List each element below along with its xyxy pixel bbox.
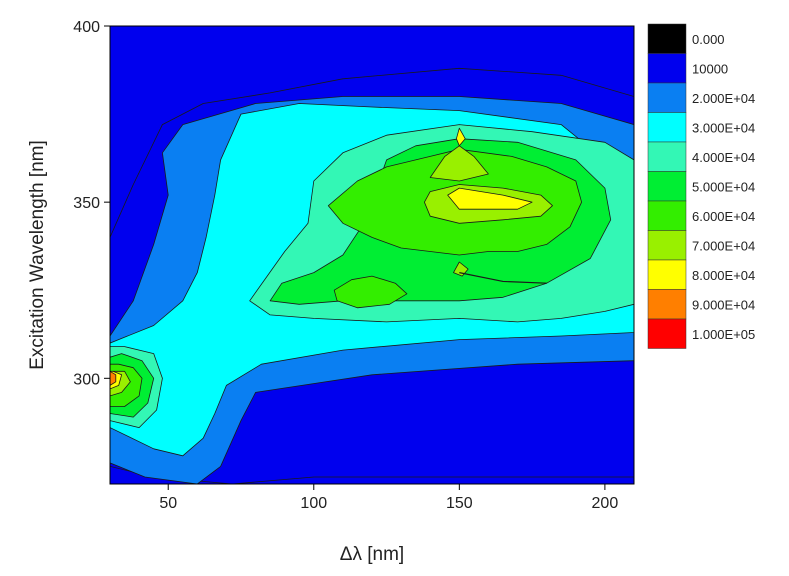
- legend-label: 6.000E+04: [692, 209, 755, 224]
- legend-label: 7.000E+04: [692, 238, 755, 253]
- contour-region-12: [429, 145, 489, 182]
- legend-label: 8.000E+04: [692, 268, 755, 283]
- x-tick-label: 50: [159, 495, 177, 512]
- legend-swatch: [647, 112, 687, 143]
- y-tick-label: 300: [73, 371, 100, 388]
- contour-region-10: [333, 275, 408, 309]
- x-axis-ticks: 50 100 150 200: [159, 484, 618, 512]
- legend-label: 2.000E+04: [692, 91, 755, 106]
- legend-swatch: [647, 23, 687, 54]
- contour-regions: [110, 67, 634, 484]
- legend-label: 10000: [692, 61, 728, 76]
- legend-swatch: [647, 259, 687, 290]
- x-tick-label: 100: [300, 495, 327, 512]
- legend-swatch: [647, 141, 687, 172]
- legend-swatch: [647, 53, 687, 84]
- y-axis-ticks: 300 350 400: [73, 19, 110, 388]
- legend-label: 1.000E+05: [692, 327, 755, 342]
- legend-label: 4.000E+04: [692, 150, 755, 165]
- y-axis-title: Excitation Wavelength [nm]: [27, 140, 48, 370]
- legend-label: 0.000: [692, 32, 725, 47]
- x-axis-title: Δλ [nm]: [340, 544, 404, 565]
- legend-swatch: [647, 289, 687, 320]
- legend-label: 3.000E+04: [692, 120, 755, 135]
- x-tick-label: 150: [446, 495, 473, 512]
- contour-line-segment: [459, 272, 547, 284]
- legend-swatch: [647, 82, 687, 113]
- contour-region-15: [455, 127, 466, 147]
- x-tick-label: 200: [592, 495, 619, 512]
- contour-region-14: [453, 261, 469, 277]
- legend-label: 5.000E+04: [692, 179, 755, 194]
- contour-region-16: [447, 187, 533, 210]
- y-tick-label: 400: [73, 19, 100, 36]
- contour-region-18: [110, 370, 117, 386]
- color-legend: 0.000 10000 2.000E+04 3.000E+04 4.000E+04 5.0…: [647, 23, 755, 349]
- legend-swatch: [647, 318, 687, 349]
- legend-swatch: [647, 171, 687, 202]
- legend-swatch: [647, 230, 687, 261]
- legend-swatch: [647, 200, 687, 231]
- legend-label: 9.000E+04: [692, 297, 755, 312]
- plot-frame: [109, 25, 635, 485]
- y-tick-label: 350: [73, 195, 100, 212]
